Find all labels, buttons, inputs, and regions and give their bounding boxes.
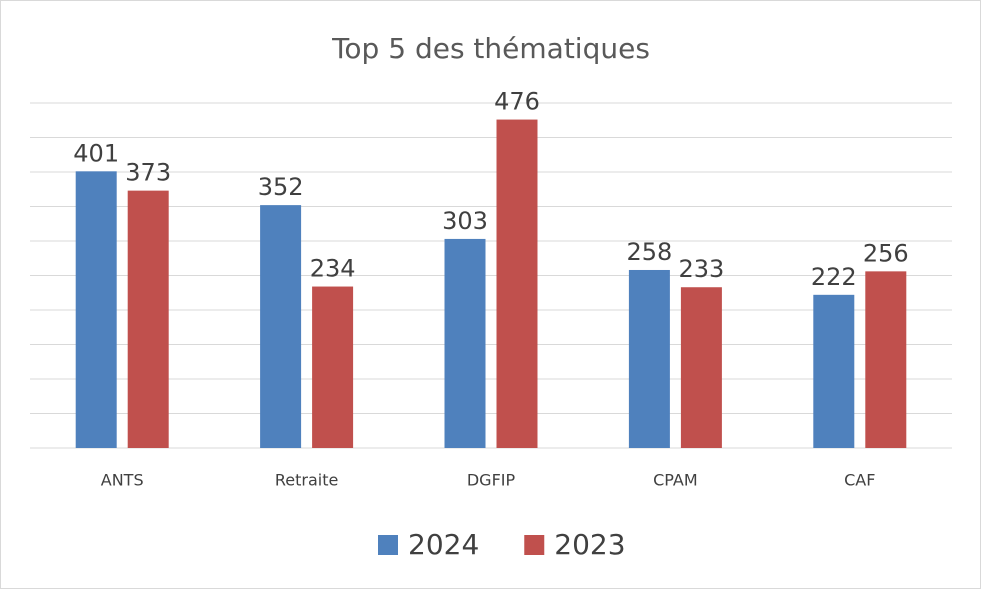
bar	[680, 287, 722, 448]
data-label: 352	[258, 173, 304, 201]
legend-label: 2024	[408, 528, 479, 561]
data-label: 234	[310, 255, 356, 283]
bar	[496, 119, 538, 448]
data-label: 373	[125, 159, 171, 187]
chart-title: Top 5 des thématiques	[331, 32, 650, 65]
x-tick-label: CPAM	[653, 471, 698, 490]
data-label: 303	[442, 207, 488, 235]
x-tick-label: Retraite	[275, 471, 338, 490]
bar	[312, 286, 354, 448]
bar	[75, 171, 117, 448]
legend-label: 2023	[554, 528, 625, 561]
bar	[260, 205, 302, 448]
data-label: 233	[678, 255, 724, 283]
legend-swatch	[378, 535, 398, 555]
bar	[127, 190, 169, 448]
data-label: 256	[863, 239, 909, 267]
x-tick-label: CAF	[844, 471, 875, 490]
bar	[865, 271, 907, 448]
legend-swatch	[524, 535, 545, 555]
data-label: 222	[811, 263, 857, 291]
bar	[813, 294, 855, 448]
bar	[628, 269, 670, 448]
data-label: 401	[73, 139, 119, 167]
data-label: 258	[626, 238, 672, 266]
x-tick-label: ANTS	[101, 471, 144, 490]
data-label: 476	[494, 88, 540, 116]
x-tick-label: DGFIP	[467, 471, 516, 490]
bar	[444, 238, 486, 448]
